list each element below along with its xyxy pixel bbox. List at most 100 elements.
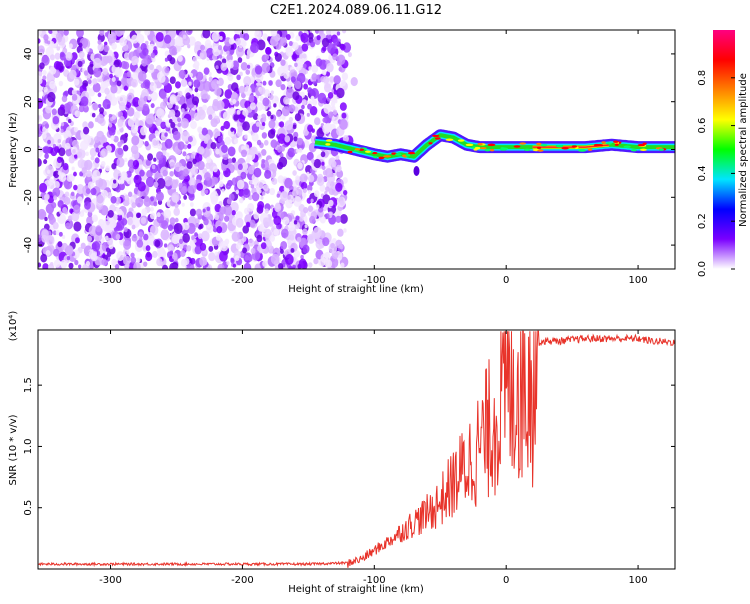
- noise-speckle: [309, 105, 318, 116]
- noise-speckle: [203, 218, 209, 226]
- signal-hotspot: [477, 142, 483, 146]
- noise-speckle: [177, 117, 182, 123]
- noise-speckle: [248, 95, 255, 103]
- noise-speckle: [323, 103, 332, 114]
- noise-speckle: [216, 95, 221, 100]
- noise-speckle: [320, 253, 329, 263]
- noise-speckle: [127, 159, 135, 169]
- noise-speckle: [63, 103, 71, 113]
- noise-speckle: [181, 108, 185, 113]
- noise-speckle: [136, 34, 145, 44]
- noise-speckle: [280, 59, 286, 66]
- noise-speckle: [147, 153, 154, 161]
- noise-speckle: [49, 54, 55, 61]
- noise-speckle: [264, 228, 272, 239]
- noise-speckle: [319, 184, 326, 192]
- noise-speckle: [78, 188, 83, 195]
- noise-speckle: [335, 239, 343, 249]
- noise-speckle: [73, 78, 80, 86]
- noise-speckle: [49, 66, 57, 75]
- noise-speckle: [96, 130, 105, 141]
- noise-speckle: [210, 141, 217, 150]
- noise-speckle: [123, 85, 128, 91]
- noise-speckle: [150, 81, 154, 87]
- noise-speckle: [310, 158, 315, 164]
- colorbar-tick-label: 0.6: [697, 118, 708, 134]
- noise-speckle: [299, 173, 308, 184]
- noise-speckle: [243, 75, 252, 86]
- noise-speckle: [335, 164, 342, 173]
- x-tick-label: 0: [503, 575, 509, 586]
- spectrogram-x-label: Height of straight line (km): [288, 284, 424, 295]
- noise-speckle: [313, 257, 319, 265]
- noise-speckle: [295, 148, 300, 153]
- noise-speckle: [116, 214, 123, 221]
- noise-speckle: [182, 151, 187, 157]
- noise-speckle: [279, 152, 284, 158]
- noise-speckle: [175, 81, 181, 89]
- noise-speckle: [59, 104, 65, 111]
- noise-speckle: [132, 97, 141, 107]
- noise-speckle: [134, 30, 142, 35]
- noise-speckle: [278, 156, 288, 168]
- noise-speckle: [130, 78, 138, 88]
- noise-speckle: [327, 43, 336, 55]
- signal-hotspot: [601, 141, 606, 144]
- noise-speckle: [99, 107, 105, 114]
- noise-speckle: [202, 208, 206, 213]
- noise-speckle: [95, 147, 100, 153]
- signal-hotspot: [475, 147, 481, 150]
- colorbar-tick-label: 0.4: [697, 165, 708, 181]
- noise-speckle: [38, 98, 44, 109]
- noise-speckle: [177, 55, 183, 62]
- noise-speckle: [186, 161, 193, 170]
- noise-speckle: [182, 233, 190, 243]
- noise-speckle: [88, 121, 94, 129]
- noise-speckle: [164, 138, 173, 149]
- noise-speckle: [301, 43, 309, 52]
- noise-speckle: [63, 196, 71, 205]
- snr-ticks: -300 -200 -100 0 100 0.5 1.0 1.5: [23, 330, 675, 586]
- noise-speckle: [339, 213, 348, 224]
- noise-speckle: [68, 69, 77, 80]
- noise-speckle: [187, 136, 193, 143]
- noise-speckle: [231, 82, 239, 92]
- noise-speckle: [166, 54, 173, 62]
- noise-speckle: [130, 256, 137, 264]
- noise-speckle: [57, 200, 64, 208]
- noise-speckle: [279, 145, 285, 152]
- noise-speckle: [186, 155, 190, 160]
- signal-hotspot: [405, 154, 411, 157]
- noise-speckle: [221, 164, 227, 172]
- noise-speckle: [210, 118, 218, 128]
- snr-x-label: Height of straight line (km): [288, 584, 424, 595]
- noise-speckle: [333, 38, 340, 46]
- noise-speckle: [140, 43, 147, 51]
- signal-hotspot: [536, 142, 542, 146]
- noise-speckle: [115, 233, 121, 240]
- noise-speckle: [307, 174, 315, 183]
- noise-speckle: [196, 182, 203, 191]
- noise-speckle: [180, 78, 188, 87]
- noise-speckle: [42, 75, 47, 81]
- signal-hotspot: [571, 145, 578, 148]
- noise-speckle: [177, 141, 185, 151]
- signal-hotspot: [513, 145, 521, 148]
- noise-speckle: [234, 255, 240, 262]
- noise-speckle: [190, 257, 196, 265]
- noise-speckle: [340, 43, 346, 51]
- noise-speckle: [74, 259, 79, 266]
- noise-speckle: [145, 159, 151, 166]
- noise-speckle: [230, 201, 239, 213]
- noise-speckle: [174, 36, 183, 47]
- noise-speckle: [85, 85, 91, 92]
- noise-speckle: [278, 263, 284, 269]
- noise-speckle: [96, 113, 105, 124]
- noise-speckle: [310, 41, 316, 48]
- noise-speckle: [218, 54, 223, 59]
- noise-speckle: [64, 142, 71, 150]
- noise-speckle: [85, 47, 90, 53]
- noise-speckle: [216, 226, 223, 234]
- noise-speckle: [321, 161, 325, 166]
